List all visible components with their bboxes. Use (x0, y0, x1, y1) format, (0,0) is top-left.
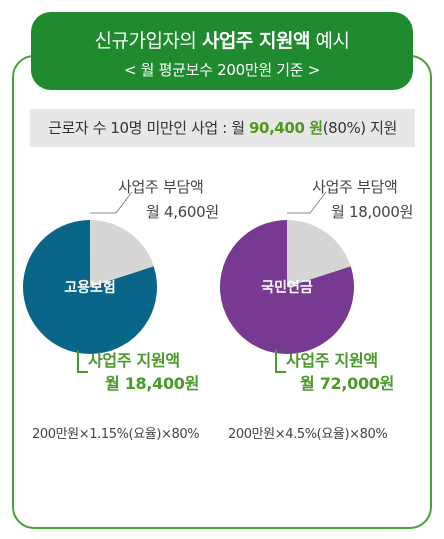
title-prefix: 신규가입자의 (94, 30, 197, 52)
formula-1: 200만원×1.15%(요율)×80% (32, 427, 200, 442)
leader-line-burden-2 (287, 191, 327, 214)
burden-amount-1: 월 4,600원 (146, 203, 219, 221)
pie-slice-burden-1 (90, 220, 154, 287)
leader-line-support-1 (77, 350, 88, 373)
support-amount-1: 월 18,400원 (105, 374, 200, 393)
leader-line-burden-1 (90, 191, 133, 214)
support-summary-band: 근로자 수 10명 미만인 사업 : 월 90,400 원(80%) 지원 (30, 109, 415, 147)
support-amount-2: 월 72,000원 (300, 374, 395, 393)
band-prefix: 근로자 수 10명 미만인 사업 : 월 (48, 119, 245, 137)
burden-label-2: 사업주 부담액 (312, 178, 398, 196)
band-suffix: (80%) 지원 (322, 119, 398, 137)
band-amount: 90,400 원 (249, 119, 323, 137)
formula-2: 200만원×4.5%(요율)×80% (228, 427, 388, 442)
support-label-1: 사업주 지원액 (88, 351, 180, 370)
page-subtitle: < 월 평균보수 200만원 기준 > (123, 61, 321, 79)
leader-line-support-2 (275, 350, 286, 373)
burden-amount-2: 월 18,000원 (331, 203, 414, 221)
title-suffix: 예시 (315, 30, 350, 52)
burden-label-1: 사업주 부담액 (118, 178, 204, 196)
pie-center-label-1: 고용보험 (64, 279, 116, 296)
pie-slice-support-1 (22, 220, 157, 354)
page-title: 신규가입자의 사업주 지원액 예시 (31, 26, 413, 53)
header-banner: 신규가입자의 사업주 지원액 예시 < 월 평균보수 200만원 기준 > (31, 12, 413, 90)
pie-center-label-2: 국민연금 (261, 279, 313, 296)
pie-slice-burden-2 (287, 220, 351, 287)
support-label-2: 사업주 지원액 (286, 351, 378, 370)
title-bold: 사업주 지원액 (201, 30, 311, 52)
